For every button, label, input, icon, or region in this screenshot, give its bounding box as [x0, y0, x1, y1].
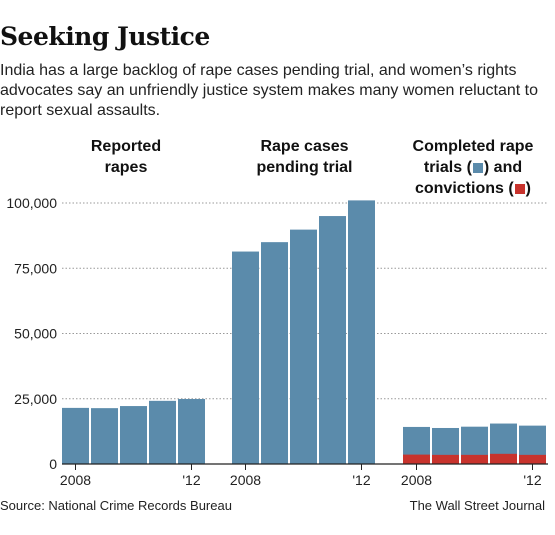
bar: [519, 454, 546, 464]
bar: [403, 454, 430, 464]
panel-title-line: Completed rape: [412, 138, 534, 155]
bar: [432, 454, 459, 464]
bar: [290, 229, 317, 464]
x-tick-label: '12: [523, 472, 541, 488]
chart-subtitle: India has a large backlog of rape cases …: [0, 62, 539, 119]
panel-title-line: pending trial: [256, 159, 353, 176]
x-tick-label: '12: [352, 472, 370, 488]
bar: [62, 407, 89, 464]
panel-title-reported-rapes: Reported rapes: [62, 136, 190, 178]
y-tick-label: 75,000: [14, 260, 57, 276]
panel-title-text: ): [525, 180, 531, 197]
panel-title-completed-trials: Completed rape trials ( ) and convictions…: [404, 136, 542, 199]
bar: [261, 242, 288, 464]
x-tick-label: '12: [182, 472, 200, 488]
bar: [178, 399, 205, 464]
panel-title-line: trials ( ) and: [404, 157, 542, 178]
panel-title-text: convictions (: [414, 180, 514, 197]
bar: [232, 251, 259, 464]
x-tick-label: 2008: [401, 472, 432, 488]
y-tick-label: 50,000: [14, 326, 57, 342]
chart-title: Seeking Justice: [0, 22, 210, 51]
bar: [91, 408, 118, 464]
panel-title-line: Reported: [90, 138, 162, 155]
y-tick-label: 0: [49, 456, 57, 472]
bar: [461, 454, 488, 464]
x-tick-label: 2008: [60, 472, 91, 488]
credit-note: The Wall Street Journal: [409, 498, 545, 513]
panel-title-line: Rape cases: [260, 138, 349, 155]
y-axis-labels: 100,000 75,000 50,000 25,000 0: [6, 195, 57, 472]
bar: [319, 216, 346, 464]
source-note: Source: National Crime Records Bureau: [0, 498, 232, 513]
bar: [149, 400, 176, 464]
legend-swatch-trials: [472, 163, 483, 173]
legend-swatch-convictions: [514, 184, 525, 194]
panel-title-line: convictions (): [404, 178, 542, 199]
panel-title-line: rapes: [104, 159, 148, 176]
panel-title-pending-trial: Rape cases pending trial: [232, 136, 377, 178]
bar: [348, 200, 375, 464]
x-axis: 2008 '12 2008 '12 2008 '12: [60, 463, 548, 488]
panel-title-text: trials (: [423, 159, 472, 176]
panel-title-text: ) and: [483, 159, 523, 176]
x-tick-label: 2008: [230, 472, 261, 488]
y-tick-label: 100,000: [6, 195, 57, 211]
y-tick-label: 25,000: [14, 391, 57, 407]
bar: [490, 453, 517, 464]
bars: [62, 200, 546, 464]
bar: [120, 406, 147, 464]
